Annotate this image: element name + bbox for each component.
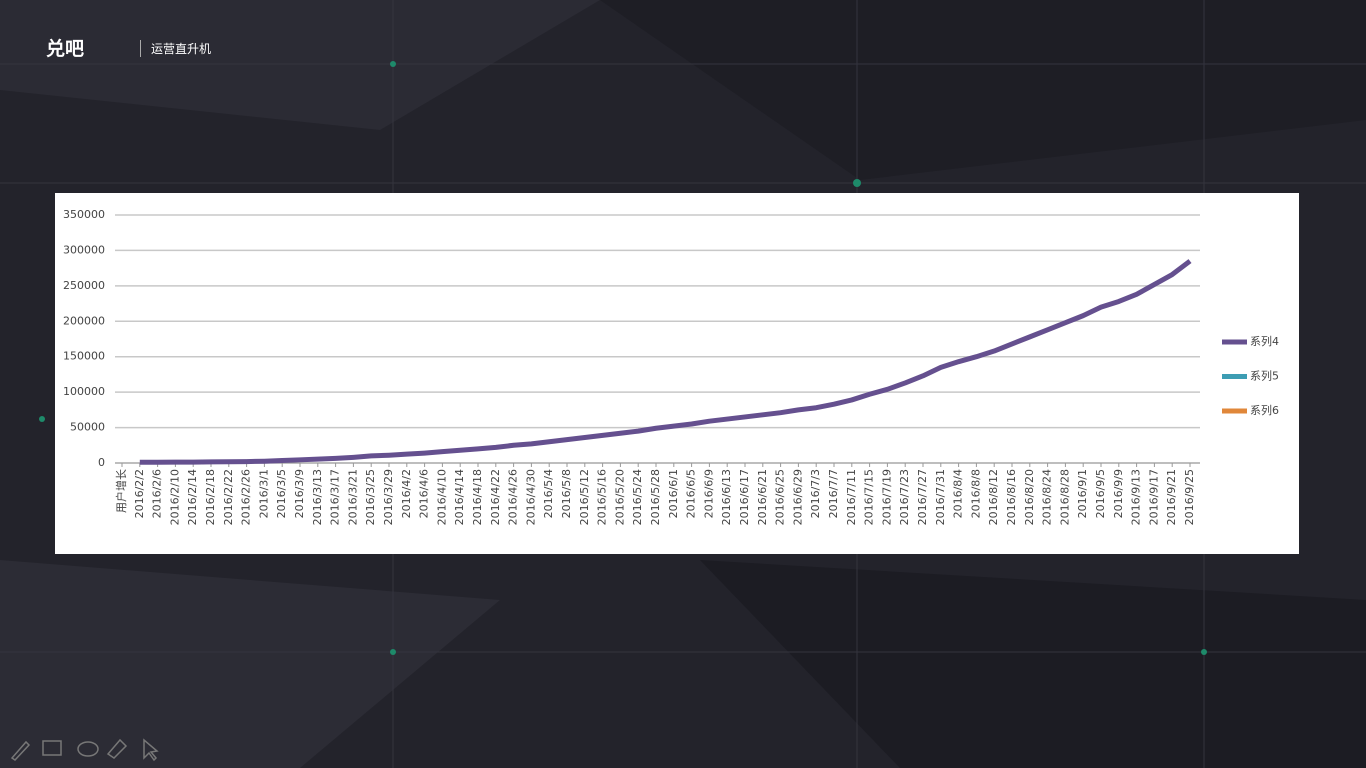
x-tick-label: 2016/6/1 [667, 469, 680, 518]
x-tick-label: 2016/6/9 [702, 469, 715, 518]
x-tick-label: 2016/8/8 [969, 469, 982, 518]
x-tick-label: 2016/7/31 [934, 469, 947, 525]
x-tick-label: 2016/4/10 [435, 469, 448, 525]
y-tick-label: 300000 [63, 243, 105, 256]
x-tick-label: 2016/6/5 [685, 469, 698, 518]
x-tick-label: 2016/9/17 [1147, 469, 1160, 525]
x-tick-label: 2016/3/9 [293, 469, 306, 518]
legend-label: 系列5 [1250, 369, 1279, 383]
x-tick-label: 2016/7/11 [845, 469, 858, 525]
x-tick-label: 2016/9/21 [1165, 469, 1178, 525]
x-tick-label: 2016/5/28 [649, 469, 662, 525]
x-tick-label: 2016/6/21 [756, 469, 769, 525]
x-tick-label: 2016/5/20 [613, 469, 626, 525]
x-tick-label: 2016/8/24 [1041, 469, 1054, 525]
x-tick-label: 2016/8/16 [1005, 469, 1018, 525]
text-tool[interactable] [42, 740, 62, 756]
x-tick-label: 2016/3/5 [275, 469, 288, 518]
x-tick-label: 2016/3/13 [311, 469, 324, 525]
y-tick-label: 250000 [63, 279, 105, 292]
pointer-tool[interactable] [143, 738, 159, 762]
x-tick-label: 2016/4/30 [524, 469, 537, 525]
x-tick-label: 2016/4/14 [453, 469, 466, 525]
y-tick-label: 50000 [70, 421, 105, 434]
x-tick-label: 2016/4/22 [489, 469, 502, 525]
x-tick-label: 2016/3/17 [329, 469, 342, 525]
x-tick-label: 2016/6/13 [720, 469, 733, 525]
x-tick-label: 2016/7/7 [827, 469, 840, 518]
chart-panel: 0 50000 100000 150000 200000 250000 300000 3500… [55, 193, 1299, 554]
x-tick-label: 2016/2/14 [186, 469, 199, 525]
y-tick-label: 100000 [63, 385, 105, 398]
tagline: 运营直升机 [140, 40, 211, 57]
x-tick-label: 2016/2/6 [151, 469, 164, 518]
x-tick-label: 2016/7/15 [863, 469, 876, 525]
x-tick-label: 2016/3/1 [257, 469, 270, 518]
x-tick-label: 2016/9/5 [1094, 469, 1107, 518]
x-tick-label: 2016/3/25 [364, 469, 377, 525]
x-tick-label: 2016/4/18 [471, 469, 484, 525]
pen-tool[interactable] [10, 740, 31, 761]
x-tick-label: 2016/7/23 [898, 469, 911, 525]
x-tick-label: 2016/8/12 [987, 469, 1000, 525]
x-tick-label: 用户增长 [114, 469, 128, 513]
x-tick-label: 2016/2/18 [204, 469, 217, 525]
x-tick-label: 2016/3/21 [346, 469, 359, 525]
eraser-tool[interactable] [106, 738, 128, 759]
y-tick-label: 200000 [63, 314, 105, 327]
x-tick-label: 2016/2/22 [222, 469, 235, 525]
x-tick-label: 2016/5/8 [560, 469, 573, 518]
series-line [139, 259, 1192, 465]
x-tick-label: 2016/5/16 [596, 469, 609, 525]
x-tick-label: 2016/3/29 [382, 469, 395, 525]
x-tick-label: 2016/9/25 [1183, 469, 1196, 525]
legend-label: 系列6 [1250, 403, 1279, 417]
x-tick-label: 2016/2/26 [240, 469, 253, 525]
x-tick-label: 2016/6/25 [774, 469, 787, 525]
x-tick-label: 2016/9/1 [1076, 469, 1089, 518]
y-tick-label: 0 [98, 456, 105, 469]
x-tick-label: 2016/8/28 [1058, 469, 1071, 525]
x-tick-label: 2016/2/10 [168, 469, 181, 525]
x-tick-label: 2016/7/3 [809, 469, 822, 518]
x-tick-label: 2016/7/19 [880, 469, 893, 525]
legend-label: 系列4 [1250, 334, 1279, 348]
x-tick-label: 2016/5/24 [631, 469, 644, 525]
x-tick-label: 2016/6/17 [738, 469, 751, 525]
x-tick-label: 2016/9/9 [1112, 469, 1125, 518]
chart: 0 50000 100000 150000 200000 250000 300000 3500… [63, 208, 1279, 525]
shape-tool[interactable] [77, 741, 99, 757]
x-tick-label: 2016/6/29 [791, 469, 804, 525]
x-tick-label: 2016/7/27 [916, 469, 929, 525]
x-tick-label: 2016/2/2 [133, 469, 146, 518]
x-tick-label: 2016/8/4 [952, 469, 965, 518]
y-tick-label: 350000 [63, 208, 105, 221]
logo: 兑吧 [46, 38, 85, 60]
x-tick-label: 2016/8/20 [1023, 469, 1036, 525]
x-tick-label: 2016/5/12 [578, 469, 591, 525]
x-tick-label: 2016/4/26 [507, 469, 520, 525]
x-tick-label: 2016/9/13 [1130, 469, 1143, 525]
toolbar [10, 738, 159, 762]
x-tick-label: 2016/5/4 [542, 469, 555, 518]
y-tick-label: 150000 [63, 350, 105, 363]
x-tick-label: 2016/4/2 [400, 469, 413, 518]
x-tick-label: 2016/4/6 [418, 469, 431, 518]
